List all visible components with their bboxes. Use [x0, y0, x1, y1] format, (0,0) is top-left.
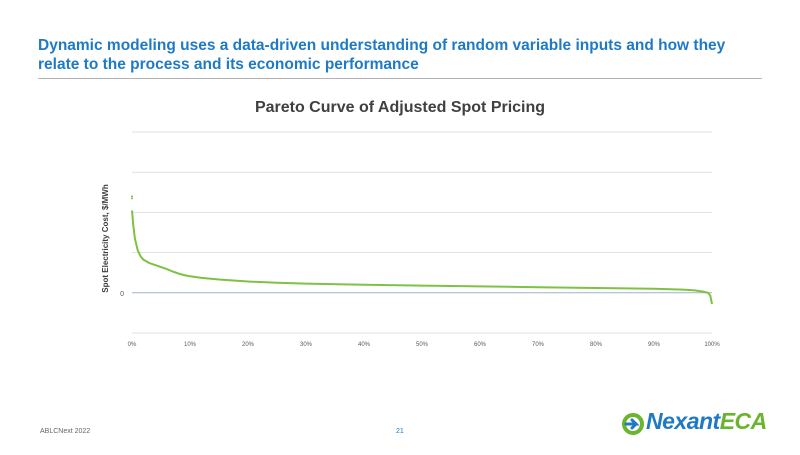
y-tick-label: 0: [120, 291, 124, 298]
headline-divider: [38, 78, 762, 79]
logo-part-eca: ECA: [719, 408, 768, 434]
outlier-point: [131, 197, 133, 200]
x-tick-label: 80%: [590, 342, 603, 348]
x-tick-label: 40%: [358, 342, 371, 348]
series-line: [131, 210, 713, 305]
arrow-circle-icon: [622, 413, 644, 435]
x-tick-label: 50%: [416, 342, 429, 348]
x-tick-label: 100%: [704, 342, 720, 348]
x-tick-label: 30%: [300, 342, 313, 348]
nexanteca-logo: NexantECA: [622, 408, 767, 438]
x-tick-label: 10%: [184, 342, 197, 348]
x-tick-label: 90%: [648, 342, 661, 348]
x-tick-label: 0%: [128, 342, 137, 348]
outlier-point: [131, 195, 133, 198]
chart-title: Pareto Curve of Adjusted Spot Pricing: [255, 99, 545, 116]
logo-wordmark: NexantECA: [646, 408, 767, 435]
y-axis-label: Spot Electricity Cost, $/MWh: [101, 184, 110, 293]
logo-part-nexant: Nexant: [646, 408, 720, 434]
x-tick-label: 70%: [532, 342, 545, 348]
x-tick-label: 20%: [242, 342, 255, 348]
page-number: 21: [396, 428, 404, 435]
footer-event-label: ABLCNext 2022: [40, 428, 91, 435]
slide-headline: Dynamic modeling uses a data-driven unde…: [38, 37, 726, 73]
x-tick-label: 60%: [474, 342, 487, 348]
